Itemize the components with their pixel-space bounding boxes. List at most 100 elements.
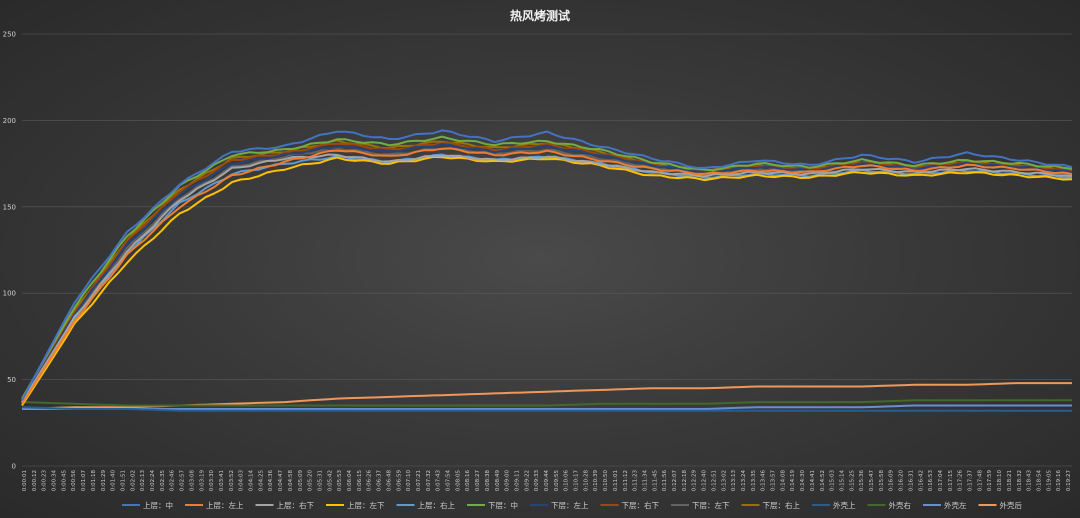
y-tick-label: 200 [3,117,16,125]
x-tick-label: 0:02:24 [150,470,156,492]
series-line [21,129,1073,401]
x-tick-label: 0:19:05 [1046,470,1052,492]
legend-item: 下层：右下 [600,500,659,510]
x-tick-label: 0:12:29 [692,470,698,492]
x-tick-label: 0:03:30 [209,470,215,492]
x-tick-label: 0:03:08 [189,470,195,492]
x-tick-label: 0:02:35 [160,470,166,492]
legend-item: 上层：左上 [185,500,244,510]
x-tick-label: 0:17:48 [977,470,983,492]
x-tick-label: 0:19:16 [1056,470,1062,492]
x-tick-label: 0:13:57 [771,470,777,492]
y-tick-label: 250 [3,31,16,39]
x-tick-label: 0:07:21 [416,470,422,491]
legend-label: 上层：右下 [277,500,315,510]
x-tick-label: 0:10:06 [564,470,570,492]
x-tick-label: 0:18:54 [1036,470,1042,492]
x-tick-label: 0:12:51 [711,470,717,491]
x-tick-label: 0:01:18 [91,470,97,492]
x-tick-label: 0:16:09 [889,470,895,492]
series-line [21,143,1073,403]
legend-item: 上层：中 [122,500,173,510]
x-tick-label: 0:12:18 [682,470,688,492]
x-tick-label: 0:07:43 [436,470,442,492]
x-tick-label: 0:01:29 [101,470,107,492]
series-line [21,153,1073,403]
x-tick-label: 0:04:36 [268,470,274,492]
x-tick-label: 0:08:38 [485,470,491,492]
x-tick-label: 0:17:59 [987,470,993,492]
x-tick-label: 0:10:28 [583,470,589,492]
legend-label: 上层：左上 [206,500,244,510]
x-tick-label: 0:16:31 [908,470,914,491]
x-tick-label: 0:11:12 [623,470,629,491]
x-tick-label: 0:17:04 [938,470,944,492]
x-tick-label: 0:10:39 [593,470,599,492]
legend-label: 外壳右 [889,500,912,510]
x-tick-label: 0:09:55 [554,470,560,492]
x-tick-label: 0:13:13 [731,470,737,492]
x-tick-label: 0:17:15 [948,470,954,492]
x-tick-label: 0:15:25 [849,470,855,492]
x-tick-label: 0:08:16 [465,470,471,492]
x-tick-label: 0:08:49 [495,470,501,492]
y-tick-label: 0 [12,463,16,471]
x-tick-label: 0:13:35 [751,470,757,492]
x-tick-label: 0:06:48 [386,470,392,492]
x-tick-label: 0:11:45 [652,470,658,492]
x-tick-label: 0:07:10 [406,470,412,492]
x-tick-label: 0:16:20 [899,470,905,492]
x-tick-label: 0:09:44 [544,470,550,492]
x-tick-label: 0:02:46 [170,470,176,492]
x-tick-label: 0:14:30 [800,470,806,492]
x-tick-label: 0:04:14 [249,470,255,492]
x-tick-label: 0:03:19 [199,470,205,492]
x-tick-label: 0:05:31 [317,470,323,491]
x-tick-label: 0:15:58 [879,470,885,492]
series-line [21,406,1072,412]
x-tick-label: 0:09:33 [534,470,540,492]
x-tick-label: 0:14:08 [780,470,786,492]
chart-title: 热风烤测试 [510,8,570,23]
x-tick-label: 0:01:07 [81,470,87,492]
x-tick-label: 0:00:34 [52,470,58,492]
legend-label: 上层：左下 [347,500,385,510]
x-tick-label: 0:10:50 [603,470,609,492]
legend-label: 外壳上 [833,500,856,510]
x-tick-label: 0:06:59 [396,470,402,492]
x-tick-label: 0:07:54 [446,470,452,492]
legend-item: 外壳上 [812,500,856,510]
x-tick-label: 0:03:52 [229,470,235,491]
x-tick-label: 0:13:46 [761,470,767,492]
legend-item: 外壳右 [867,500,912,510]
series-line [21,155,1073,407]
x-tick-label: 0:19:27 [1066,470,1072,492]
x-axis-ticks: 0:00:01 0:00:12 0:00:23 0:00:34 0:00:45 0:00:… [22,470,1072,492]
legend-item: 下层：中 [467,500,518,510]
x-tick-label: 0:02:13 [140,470,146,492]
legend-label: 上层：右上 [418,500,456,510]
legend-label: 下层：右上 [763,500,801,510]
x-tick-label: 0:16:53 [928,470,934,492]
x-tick-label: 0:00:45 [61,470,67,492]
legend-label: 上层：中 [143,500,173,510]
x-tick-label: 0:08:27 [475,470,481,492]
x-tick-label: 0:17:37 [968,470,974,492]
x-tick-label: 0:05:53 [337,470,343,492]
legend-item: 上层：左下 [326,500,385,510]
x-tick-label: 0:06:26 [367,470,373,492]
x-tick-label: 0:15:36 [859,470,865,492]
x-tick-label: 0:09:22 [524,470,530,491]
x-tick-label: 0:14:52 [820,470,826,491]
x-tick-label: 0:13:24 [741,470,747,492]
series-line [21,142,1073,401]
x-tick-label: 0:07:32 [426,470,432,491]
x-tick-label: 0:01:40 [111,470,117,492]
x-tick-label: 0:00:01 [22,470,28,491]
x-tick-label: 0:18:43 [1027,470,1033,492]
x-tick-label: 0:02:02 [130,470,136,491]
x-tick-label: 0:05:09 [298,470,304,492]
x-tick-label: 0:16:42 [918,470,924,491]
grid-layer [22,33,1072,467]
